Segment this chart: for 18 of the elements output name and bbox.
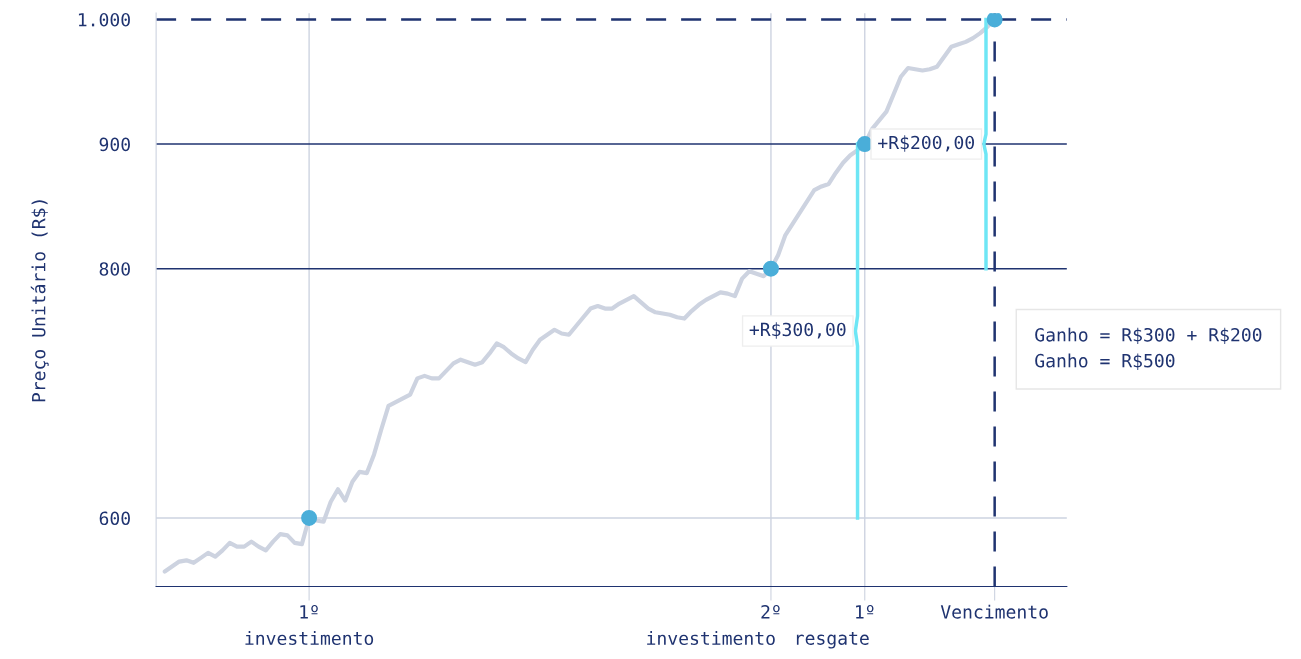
x-tick-label: Vencimento: [940, 604, 1048, 619]
x-tick-label: 2º: [761, 604, 780, 619]
y-tick-label: 600: [99, 511, 130, 526]
point: [762, 260, 779, 277]
y-axis-title: Preço Unitário (R$): [30, 200, 49, 402]
y-tick-label: 800: [99, 262, 130, 276]
x-tick-label: 1º: [300, 604, 318, 619]
point: [301, 509, 318, 526]
text: Ganho = R$300 + R$200 Ganho = R$500: [1035, 327, 1262, 370]
annotation: +R$200,00: [878, 135, 974, 152]
annotation: +R$300,00: [749, 322, 846, 339]
point: [986, 13, 1003, 28]
text: investimento: [647, 631, 775, 646]
text: resgate: [796, 631, 869, 649]
y-tick-label: 900: [99, 137, 130, 152]
y-tick-label: 1.000: [78, 12, 130, 27]
x-tick-label: 1º: [856, 604, 874, 619]
text: investimento: [245, 631, 374, 646]
